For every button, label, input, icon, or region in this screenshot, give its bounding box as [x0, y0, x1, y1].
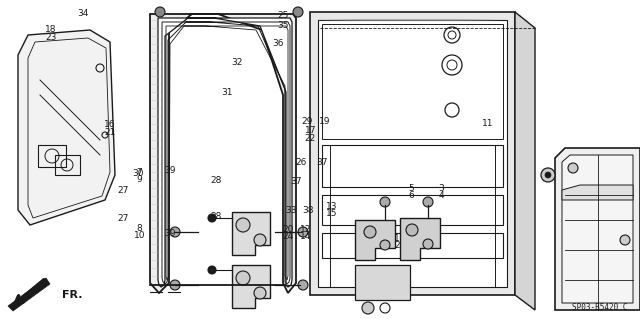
Text: 28: 28 — [211, 212, 222, 221]
Text: 5: 5 — [409, 184, 414, 193]
Bar — [55, 155, 80, 175]
Circle shape — [155, 7, 165, 17]
Text: 18: 18 — [45, 25, 57, 34]
Text: 26: 26 — [295, 158, 307, 167]
Polygon shape — [562, 185, 633, 200]
Text: 39: 39 — [164, 229, 175, 238]
Text: 23: 23 — [45, 33, 57, 42]
Polygon shape — [18, 30, 115, 225]
Text: 2: 2 — [394, 241, 399, 250]
Text: 6: 6 — [409, 191, 414, 200]
Bar — [355, 265, 410, 300]
Polygon shape — [400, 218, 440, 260]
Text: 39: 39 — [164, 166, 175, 175]
Polygon shape — [355, 220, 395, 260]
Text: 27: 27 — [118, 186, 129, 195]
Text: 9: 9 — [137, 175, 142, 184]
Circle shape — [208, 266, 216, 274]
Circle shape — [620, 235, 630, 245]
Circle shape — [298, 280, 308, 290]
Text: SP03-B5420 C: SP03-B5420 C — [573, 303, 628, 312]
Text: 29: 29 — [301, 117, 313, 126]
Circle shape — [170, 280, 180, 290]
Bar — [322, 233, 503, 258]
Text: 30: 30 — [132, 169, 143, 178]
Text: 27: 27 — [118, 214, 129, 223]
Circle shape — [236, 271, 250, 285]
Text: 21: 21 — [104, 128, 116, 137]
Circle shape — [541, 168, 555, 182]
Circle shape — [380, 197, 390, 207]
Text: 7: 7 — [137, 168, 142, 177]
Text: 10: 10 — [134, 231, 145, 240]
Circle shape — [208, 214, 216, 222]
Circle shape — [406, 224, 418, 236]
Polygon shape — [8, 278, 50, 311]
Circle shape — [545, 172, 551, 178]
Text: 36: 36 — [273, 39, 284, 48]
Circle shape — [447, 60, 457, 70]
Text: 19: 19 — [319, 117, 330, 126]
Text: 1: 1 — [394, 234, 399, 243]
Text: 37: 37 — [290, 177, 301, 186]
Bar — [322, 145, 503, 187]
Text: 25: 25 — [278, 11, 289, 20]
Polygon shape — [555, 148, 640, 310]
Polygon shape — [150, 14, 296, 293]
Circle shape — [423, 197, 433, 207]
Text: 24: 24 — [282, 232, 294, 241]
Circle shape — [298, 227, 308, 237]
Text: 28: 28 — [211, 176, 222, 185]
Text: 3: 3 — [439, 184, 444, 193]
Text: 37: 37 — [316, 158, 328, 167]
Circle shape — [293, 7, 303, 17]
Polygon shape — [232, 265, 270, 308]
Text: 13: 13 — [326, 202, 337, 211]
Circle shape — [170, 227, 180, 237]
Text: 32: 32 — [231, 58, 243, 67]
Circle shape — [362, 302, 374, 314]
Circle shape — [380, 240, 390, 250]
Text: 33: 33 — [285, 206, 297, 215]
Text: 22: 22 — [305, 134, 316, 143]
Text: 11: 11 — [482, 119, 493, 128]
Text: 14: 14 — [300, 232, 312, 241]
Circle shape — [568, 163, 578, 173]
Polygon shape — [515, 12, 535, 310]
Text: FR.: FR. — [62, 290, 83, 300]
Text: 15: 15 — [326, 209, 337, 218]
Polygon shape — [232, 212, 270, 255]
Text: 20: 20 — [282, 225, 294, 234]
Text: 31: 31 — [221, 88, 233, 97]
Polygon shape — [158, 18, 292, 287]
Circle shape — [236, 218, 250, 232]
Circle shape — [448, 31, 456, 39]
Circle shape — [423, 239, 433, 249]
Text: 35: 35 — [278, 21, 289, 30]
Bar — [38, 145, 66, 167]
Polygon shape — [562, 155, 633, 303]
Polygon shape — [310, 12, 515, 295]
Circle shape — [364, 226, 376, 238]
Circle shape — [254, 287, 266, 299]
Text: 34: 34 — [77, 9, 89, 18]
Bar — [322, 24, 503, 139]
Text: 12: 12 — [300, 225, 312, 234]
Text: 8: 8 — [137, 224, 142, 233]
Text: 38: 38 — [302, 206, 314, 215]
Circle shape — [254, 234, 266, 246]
Text: 4: 4 — [439, 191, 444, 200]
Bar — [322, 195, 503, 225]
Text: 17: 17 — [305, 126, 316, 135]
Polygon shape — [318, 20, 507, 287]
Text: 16: 16 — [104, 120, 116, 129]
